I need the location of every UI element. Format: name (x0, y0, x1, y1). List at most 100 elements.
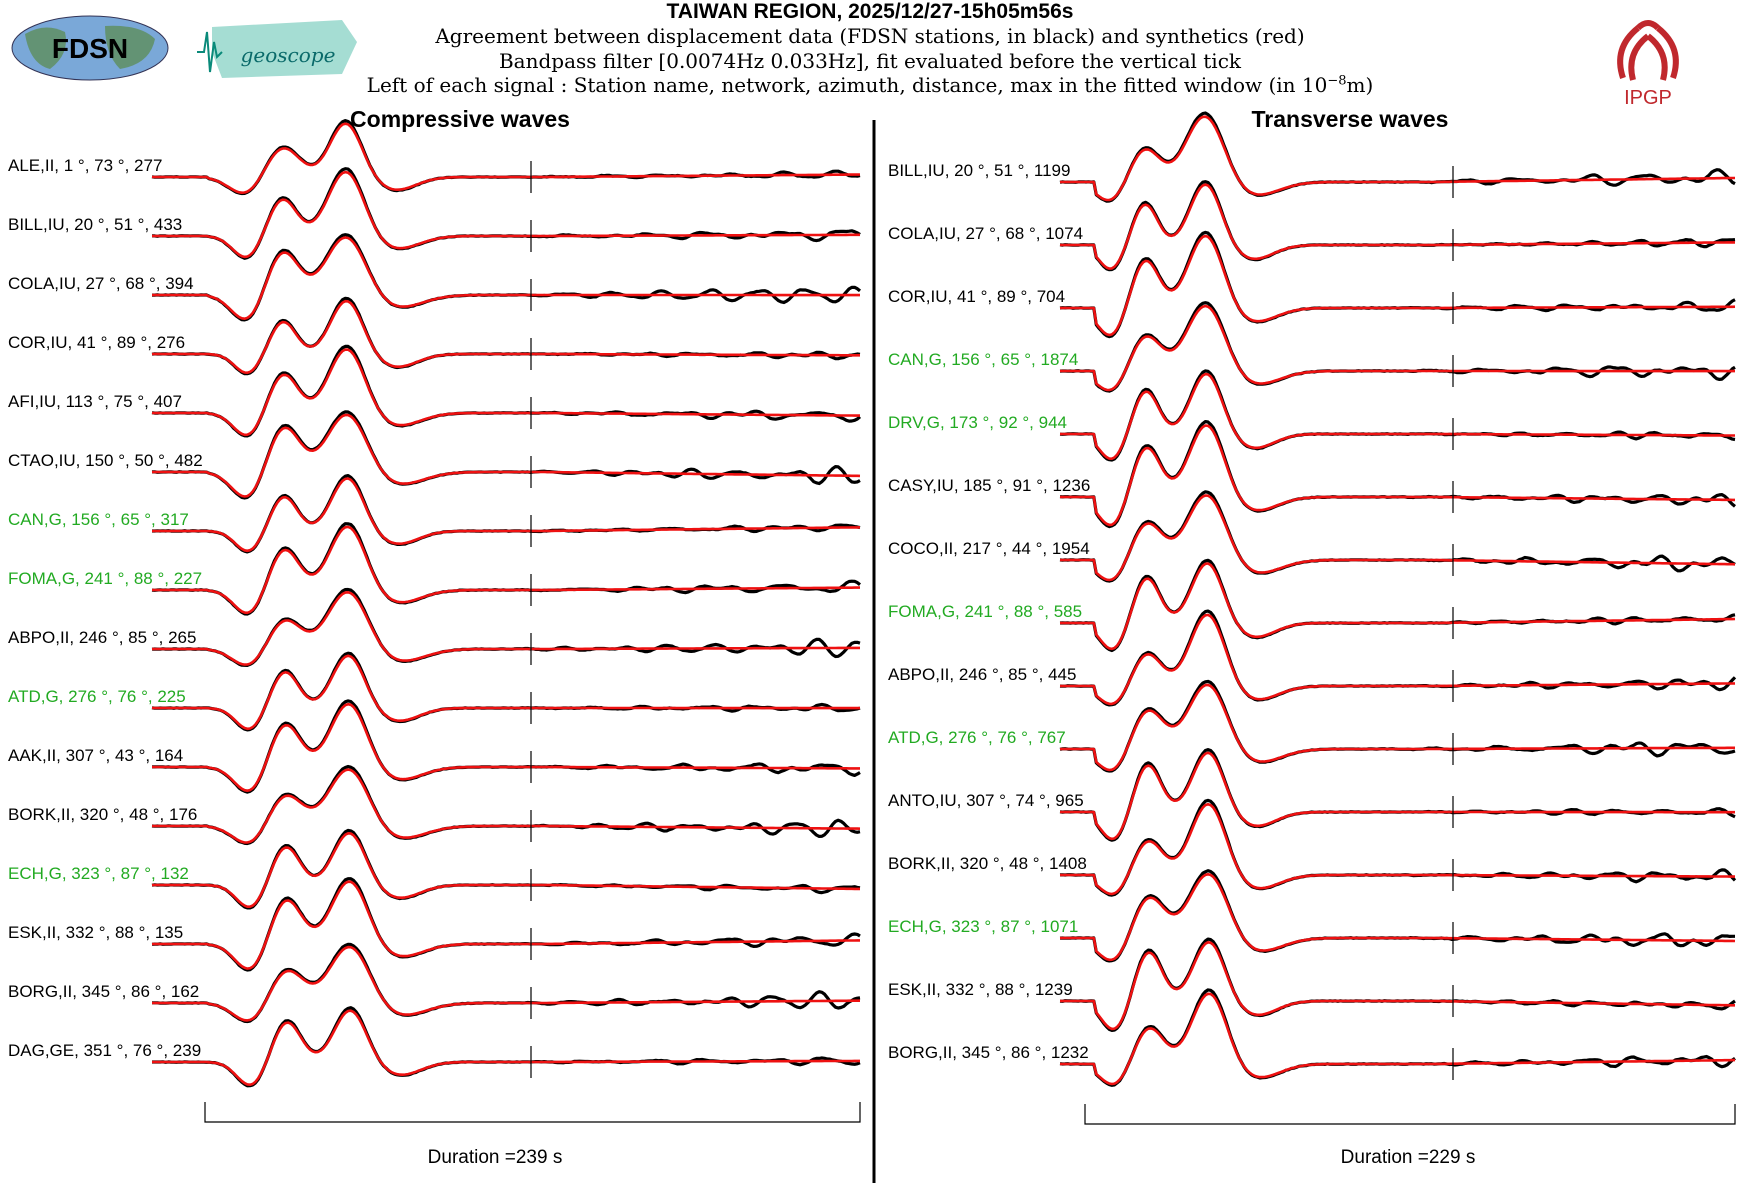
station-label: ANTO,IU, 307 °, 74 °, 965 (888, 791, 1084, 810)
station-label: AAK,II, 307 °, 43 °, 164 (8, 746, 183, 765)
subtitle-line-3-exponent: −8 (1327, 73, 1347, 89)
subtitle-line-3-prefix: Left of each signal : Station name, netw… (366, 73, 1328, 97)
data-trace (1059, 230, 1736, 339)
station-label: COR,IU, 41 °, 89 °, 704 (888, 287, 1065, 306)
synthetic-trace (1060, 683, 1735, 772)
trace-row: BORG,II, 345 °, 86 °, 162 (8, 942, 861, 1024)
synthetic-trace (152, 1009, 860, 1086)
station-label: BORK,II, 320 °, 48 °, 176 (8, 805, 197, 824)
station-label: ALE,II, 1 °, 73 °, 277 (8, 156, 162, 175)
duration-label-transverse: Duration =229 s (1340, 1147, 1476, 1168)
data-trace (1059, 369, 1736, 462)
trace-row: BORG,II, 345 °, 86 °, 1232 (888, 988, 1736, 1087)
ipgp-logo: IPGP (1617, 20, 1679, 108)
trace-row: DAG,GE, 351 °, 76 °, 239 (8, 1006, 861, 1088)
data-trace (1059, 111, 1736, 203)
station-label: BORG,II, 345 °, 86 °, 162 (8, 982, 199, 1001)
duration-label-compressive: Duration =239 s (427, 1147, 563, 1168)
synthetic-trace (152, 590, 860, 666)
synthetic-trace (1060, 751, 1735, 841)
subtitle-line-1: Agreement between displacement data (FDS… (435, 24, 1305, 48)
trace-row: BORK,II, 320 °, 48 °, 176 (8, 764, 861, 846)
trace-row: ATD,G, 276 °, 76 °, 767 (888, 679, 1736, 773)
data-trace (1059, 937, 1736, 1033)
station-label: BILL,IU, 20 °, 51 °, 1199 (888, 161, 1070, 180)
trace-row: DRV,G, 173 °, 92 °, 944 (888, 369, 1736, 462)
trace-row: ATD,G, 276 °, 76 °, 225 (8, 651, 861, 732)
data-trace (1059, 798, 1737, 897)
duration-bracket (204, 1102, 861, 1123)
synthetic-trace (152, 413, 861, 498)
trace-row: CAN,G, 156 °, 65 °, 317 (8, 474, 861, 554)
panel-title-compressive: Compressive waves (350, 106, 570, 132)
trace-row: ESK,II, 332 °, 88 °, 1239 (888, 937, 1736, 1033)
synthetic-trace (152, 122, 861, 194)
trace-row: COLA,IU, 27 °, 68 °, 1074 (888, 180, 1736, 272)
data-trace (1059, 558, 1736, 653)
synthetic-trace (1060, 183, 1735, 270)
synthetic-trace (1060, 234, 1736, 337)
duration-bracket (1084, 1104, 1736, 1125)
station-label: FOMA,G, 241 °, 88 °, 227 (8, 569, 202, 588)
trace-row: BILL,IU, 20 °, 51 °, 1199 (888, 111, 1736, 203)
station-label: BORG,II, 345 °, 86 °, 1232 (888, 1043, 1089, 1062)
data-trace (1059, 609, 1737, 707)
station-label: ECH,G, 323 °, 87 °, 1071 (888, 917, 1078, 936)
trace-row: ANTO,IU, 307 °, 74 °, 965 (888, 747, 1736, 842)
trace-row: BILL,IU, 20 °, 51 °, 433 (8, 167, 861, 260)
synthetic-trace (1060, 494, 1736, 582)
station-label: COR,IU, 41 °, 89 °, 276 (8, 333, 185, 352)
synthetic-trace (152, 525, 860, 615)
geoscope-logo-text: geoscope (241, 43, 336, 67)
station-label: COCO,II, 217 °, 44 °, 1954 (888, 539, 1090, 558)
trace-row: ALE,II, 1 °, 73 °, 277 (8, 118, 861, 196)
synthetic-trace (152, 477, 861, 553)
synthetic-trace (1060, 613, 1736, 706)
trace-row: CASY,IU, 185 °, 91 °, 1236 (888, 420, 1737, 529)
synthetic-trace (152, 702, 860, 793)
synthetic-trace (152, 170, 860, 259)
synthetic-trace (1060, 562, 1736, 651)
synthetic-trace (152, 945, 860, 1022)
transverse-panel: BILL,IU, 20 °, 51 °, 1199 COLA,IU, 27 °, … (888, 111, 1737, 1125)
synthetic-trace (152, 880, 860, 970)
station-label: ATD,G, 276 °, 76 °, 767 (888, 728, 1066, 747)
synthetic-trace (1060, 940, 1735, 1031)
synthetic-trace (1060, 304, 1735, 392)
panel-title-transverse: Transverse waves (1251, 106, 1449, 132)
data-trace (1059, 679, 1736, 773)
station-label: BILL,IU, 20 °, 51 °, 433 (8, 215, 182, 234)
subtitle-line-2: Bandpass filter [0.0074Hz 0.033Hz], fit … (498, 49, 1242, 73)
trace-row: ECH,G, 323 °, 87 °, 132 (8, 828, 861, 910)
trace-row: COR,IU, 41 °, 89 °, 276 (8, 296, 861, 376)
station-label: CAN,G, 156 °, 65 °, 317 (8, 510, 189, 529)
ipgp-logo-text: IPGP (1624, 87, 1672, 108)
fdsn-logo: FDSN (11, 15, 169, 81)
geoscope-logo: geoscope (197, 20, 357, 78)
station-label: DRV,G, 173 °, 92 °, 944 (888, 413, 1067, 432)
trace-row: ABPO,II, 246 °, 85 °, 265 (8, 587, 861, 668)
figure-title: TAIWAN REGION, 2025/12/27-15h05m56s (666, 0, 1074, 23)
synthetic-trace (152, 236, 860, 321)
synthetic-trace (152, 831, 860, 909)
trace-row: FOMA,G, 241 °, 88 °, 227 (8, 522, 861, 616)
station-label: CTAO,IU, 150 °, 50 °, 482 (8, 451, 203, 470)
station-label: DAG,GE, 351 °, 76 °, 239 (8, 1041, 201, 1060)
data-trace (1059, 490, 1736, 583)
trace-row: CAN,G, 156 °, 65 °, 1874 (888, 301, 1736, 393)
station-label: ESK,II, 332 °, 88 °, 135 (8, 923, 183, 942)
compressive-panel: ALE,II, 1 °, 73 °, 277 BILL,IU, 20 °, 51 … (8, 118, 862, 1123)
trace-row: FOMA,G, 241 °, 88 °, 585 (888, 558, 1736, 653)
station-label: CAN,G, 156 °, 65 °, 1874 (888, 350, 1078, 369)
data-trace (151, 828, 861, 910)
station-label: COLA,IU, 27 °, 68 °, 394 (8, 274, 194, 293)
station-label: FOMA,G, 241 °, 88 °, 585 (888, 602, 1082, 621)
trace-row: AAK,II, 307 °, 43 °, 164 (8, 699, 861, 794)
trace-row: AFI,IU, 113 °, 75 °, 407 (8, 344, 862, 438)
station-label: ABPO,II, 246 °, 85 °, 445 (888, 665, 1076, 684)
synthetic-trace (152, 654, 860, 731)
data-trace (151, 877, 861, 972)
station-label: ABPO,II, 246 °, 85 °, 265 (8, 628, 196, 647)
fdsn-logo-text: FDSN (52, 33, 128, 64)
data-trace (152, 942, 861, 1024)
